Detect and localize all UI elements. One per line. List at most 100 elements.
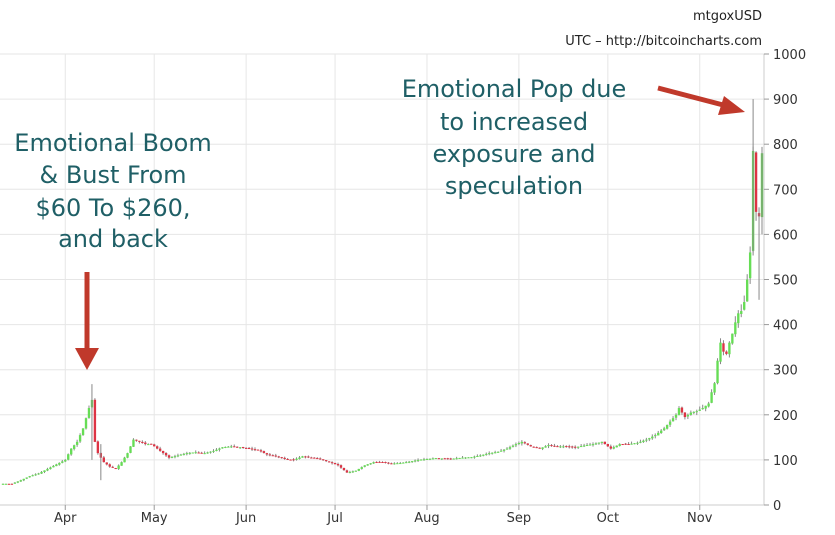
candle-body <box>215 449 218 451</box>
candle-body <box>233 446 236 448</box>
candle-body <box>170 456 174 458</box>
candle-body <box>218 448 221 450</box>
candle-body <box>485 453 488 455</box>
candle-body <box>559 446 562 448</box>
candle-body <box>72 445 76 449</box>
y-tick-label: 200 <box>773 409 798 424</box>
candle-body <box>588 444 592 446</box>
candle-body <box>405 462 408 464</box>
candle-body <box>158 448 162 451</box>
candle-body <box>64 459 67 462</box>
y-tick-label: 500 <box>773 274 798 289</box>
candle-body <box>731 333 734 344</box>
candle-body <box>372 462 375 464</box>
candle-body <box>615 445 618 448</box>
candle-body <box>725 351 728 354</box>
y-tick-label: 600 <box>773 228 798 243</box>
candle-body <box>493 452 497 454</box>
candle-body <box>102 457 105 463</box>
candle-body <box>680 407 684 413</box>
candle-body <box>43 470 46 473</box>
x-tick-label: Nov <box>687 511 713 526</box>
candle-body <box>710 392 713 403</box>
candle-body <box>434 458 438 460</box>
y-tick-label: 100 <box>773 454 798 469</box>
candle-body <box>378 461 381 463</box>
y-tick-label: 800 <box>773 138 798 153</box>
candle-body <box>348 471 352 473</box>
candle-body <box>437 458 441 460</box>
candle-body <box>141 441 144 443</box>
annotation-emotional-pop: Emotional Pop due to increased exposure … <box>402 75 745 200</box>
candle-body <box>81 428 85 436</box>
candle-body <box>185 453 189 455</box>
candle-body <box>25 477 28 479</box>
candle-body <box>458 457 461 459</box>
candle-body <box>686 414 690 417</box>
candle-body <box>627 443 630 445</box>
candle-body <box>529 445 532 447</box>
x-tick-label: Jun <box>235 511 256 526</box>
candle-body <box>665 424 669 429</box>
candle-body <box>470 457 473 459</box>
candle-body <box>87 408 91 418</box>
candle-body <box>256 449 260 451</box>
candle-body <box>188 452 191 454</box>
candle-body <box>748 252 752 279</box>
candle-body <box>440 458 443 460</box>
candle-body <box>692 411 695 413</box>
candle-body <box>117 465 120 469</box>
candle-body <box>179 454 183 456</box>
candle-body <box>52 465 55 468</box>
candle-body <box>310 457 313 459</box>
candle-body <box>698 409 701 411</box>
x-tick-label: Oct <box>597 511 619 526</box>
candle-body <box>280 457 283 459</box>
annotation-line: exposure and <box>432 140 595 168</box>
candle-body <box>399 463 402 465</box>
candle-body <box>105 462 108 465</box>
candle-body <box>556 446 559 448</box>
candle-body <box>58 462 61 465</box>
candle-body <box>579 446 583 448</box>
candle-body <box>606 444 610 447</box>
candle-body <box>212 450 215 452</box>
candle-body <box>319 458 322 460</box>
candle-body <box>532 446 535 448</box>
candle-body <box>191 452 194 454</box>
candle-body <box>135 439 138 441</box>
candle-body <box>410 461 414 463</box>
candle-body <box>491 452 494 454</box>
candle-body <box>683 412 687 418</box>
candle-body <box>568 446 571 448</box>
candle-body <box>126 453 129 458</box>
candle-body <box>363 465 366 467</box>
candle-body <box>286 458 289 460</box>
candle-body <box>407 461 411 463</box>
candle-body <box>221 447 224 449</box>
candle-body <box>621 444 624 446</box>
candle-body <box>574 446 577 448</box>
candle-body <box>452 458 455 460</box>
candle-body <box>701 408 704 410</box>
candle-body <box>754 152 758 212</box>
candle-body <box>677 408 681 415</box>
candle-body <box>600 441 604 443</box>
annotation-line: speculation <box>445 172 583 200</box>
candle-body <box>582 445 586 447</box>
candle-body <box>612 447 615 449</box>
candle-body <box>390 463 393 465</box>
candle-body <box>277 456 280 458</box>
candle-body <box>301 456 304 458</box>
candle-body <box>336 464 340 466</box>
candle-body <box>268 454 272 456</box>
candle-body <box>523 442 526 444</box>
candle-body <box>508 447 512 449</box>
candle-body <box>476 455 479 457</box>
candle-body <box>734 322 737 335</box>
candle-body <box>707 403 710 407</box>
candle-body <box>354 470 358 472</box>
candle-body <box>147 444 150 446</box>
candle-body <box>316 458 319 460</box>
